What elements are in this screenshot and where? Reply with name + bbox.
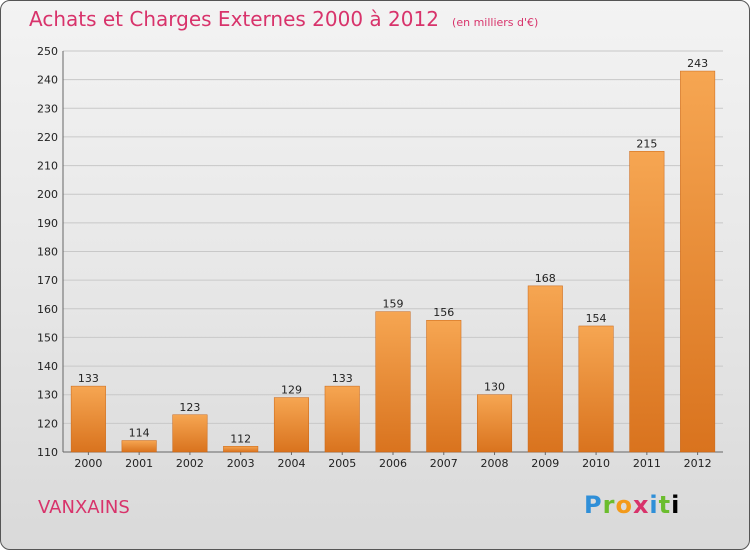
x-tick-label: 2000 (74, 457, 102, 470)
y-tick-label: 190 (37, 217, 58, 230)
x-tick-label: 2008 (481, 457, 509, 470)
bar-value-label: 114 (129, 427, 150, 440)
chart-unit-note: (en milliers d'€) (452, 16, 539, 29)
x-tick-label: 2001 (125, 457, 153, 470)
y-tick-label: 180 (37, 246, 58, 259)
bar-value-label: 154 (586, 312, 607, 325)
y-tick-label: 240 (37, 74, 58, 87)
x-tick-label: 2007 (430, 457, 458, 470)
bar (680, 70, 716, 453)
bar-value-label: 159 (383, 298, 404, 311)
y-tick-label: 250 (37, 45, 58, 58)
bar (70, 385, 106, 453)
x-tick-label: 2004 (277, 457, 305, 470)
bar-value-label: 243 (687, 57, 708, 70)
proxiti-logo: Proxiti (584, 491, 680, 519)
logo-letter: r (602, 491, 616, 519)
y-tick-label: 170 (37, 274, 58, 287)
x-tick-label: 2006 (379, 457, 407, 470)
bar-value-label: 112 (230, 432, 251, 445)
logo-letter: o (615, 491, 633, 519)
x-tick-label: 2005 (328, 457, 356, 470)
chart-title: Achats et Charges Externes 2000 à 2012 (… (29, 7, 538, 31)
bar-value-label: 215 (636, 137, 657, 150)
logo-letter: P (584, 491, 603, 519)
y-tick-label: 230 (37, 102, 58, 115)
bar-value-label: 130 (484, 381, 505, 394)
bar (426, 319, 462, 453)
y-tick-label: 120 (37, 417, 58, 430)
bar-value-label: 156 (433, 306, 454, 319)
bar (223, 446, 259, 453)
y-tick-label: 200 (37, 188, 58, 201)
logo-letter: i (649, 491, 659, 519)
y-tick-label: 160 (37, 303, 58, 316)
bar-value-label: 133 (78, 372, 99, 385)
x-tick-label: 2002 (176, 457, 204, 470)
bars (70, 70, 716, 453)
bar (527, 285, 563, 453)
y-tick-label: 110 (37, 446, 58, 459)
bar (172, 414, 208, 453)
data-labels: 133 114 123 112 129 133 159 156 130 168 154 215 243 (78, 57, 708, 445)
bar (121, 440, 157, 453)
bar (629, 151, 665, 453)
bar-value-label: 133 (332, 372, 353, 385)
bar (578, 325, 614, 453)
logo-letter: i (671, 491, 681, 519)
x-tick-label: 2009 (531, 457, 559, 470)
commune-name: VANXAINS (38, 497, 130, 518)
y-tick-label: 130 (37, 389, 58, 402)
x-tick-label: 2012 (684, 457, 712, 470)
bar (273, 397, 309, 453)
x-tick-label: 2011 (633, 457, 661, 470)
bar-value-label: 168 (535, 272, 556, 285)
logo-letter: t (658, 491, 672, 519)
y-tick-label: 150 (37, 331, 58, 344)
bar (324, 385, 360, 453)
bar (375, 311, 411, 453)
bar (477, 394, 513, 453)
logo-letter: x (632, 491, 650, 519)
bar-value-label: 123 (179, 401, 200, 414)
x-tick-label: 2003 (227, 457, 255, 470)
y-tick-label: 220 (37, 131, 58, 144)
x-tick-label: 2010 (582, 457, 610, 470)
y-tick-label: 210 (37, 160, 58, 173)
bar-value-label: 129 (281, 384, 302, 397)
chart-title-text: Achats et Charges Externes 2000 à 2012 (29, 7, 439, 31)
y-tick-label: 140 (37, 360, 58, 373)
